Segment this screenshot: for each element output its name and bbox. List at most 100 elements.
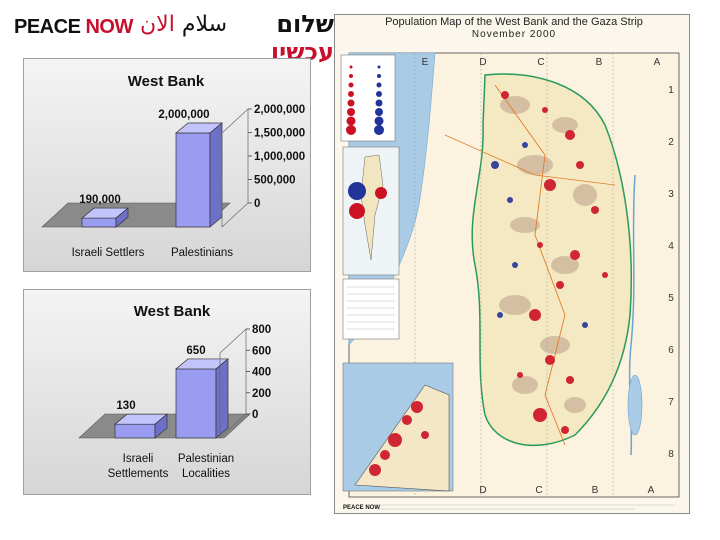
- settlement-dot: [545, 355, 555, 365]
- grid-row-label: 1: [668, 85, 674, 96]
- y-tick-label: 1,500,000: [254, 128, 305, 140]
- grid-row-label: 5: [668, 293, 674, 304]
- settlement-dot: [602, 272, 608, 278]
- data-label: 190,000: [79, 194, 121, 206]
- area-patch: [573, 184, 597, 206]
- grid-col-label-top: D: [479, 57, 486, 68]
- settlement-dot: [529, 309, 541, 321]
- logo-arabic-red: الان: [140, 12, 175, 37]
- gaza-settlement-dot: [380, 450, 390, 460]
- settlement-dot: [542, 107, 548, 113]
- west-bank-outline: [471, 73, 632, 447]
- settlement-dot: [570, 250, 580, 260]
- settlement-dot: [556, 281, 564, 289]
- legend-dot: [377, 65, 381, 69]
- category-label: Localities: [182, 468, 230, 480]
- stats-box: [342, 278, 400, 340]
- settlement-dot: [591, 206, 599, 214]
- area-patch: [512, 376, 538, 394]
- grid-col-label-top: C: [537, 57, 544, 68]
- logo-hebrew-black: שלום: [276, 10, 334, 38]
- settlement-dot: [561, 426, 569, 434]
- palestinian-locality-dot: [497, 312, 503, 318]
- area-patch: [551, 256, 579, 274]
- category-label: Israeli: [123, 453, 154, 465]
- grid-row-label: 3: [668, 189, 674, 200]
- y-tick-label: 200: [252, 388, 271, 400]
- legend-dot: [374, 116, 384, 126]
- legend-dot: [347, 99, 355, 107]
- gaza-strip: [354, 384, 450, 492]
- palestinian-locality-dot: [512, 262, 518, 268]
- settlement-dot: [566, 376, 574, 384]
- area-patch: [517, 155, 553, 175]
- grid-col-label-top: E: [422, 57, 429, 68]
- dead-sea: [627, 374, 643, 436]
- gaza-settlement-dot: [411, 401, 423, 413]
- grid-row-label: 8: [668, 449, 674, 460]
- logo-hebrew: שלום עכשיו: [238, 10, 334, 66]
- road: [444, 134, 616, 186]
- inset-circle: [349, 203, 365, 219]
- settlement-dot: [533, 408, 547, 422]
- legend-dot: [376, 82, 382, 88]
- bar-side: [209, 122, 223, 228]
- grid-row-label: 2: [668, 137, 674, 148]
- gaza-settlement-dot: [421, 431, 429, 439]
- map-subtitle: November 2000: [471, 29, 557, 40]
- gaza-settlement-dot: [402, 415, 412, 425]
- y-tick-label: 800: [252, 324, 271, 336]
- settlement-dot: [501, 91, 509, 99]
- chart-population: West Bank 190,000 2,000,000 0 500,000 1,000,0…: [23, 58, 311, 272]
- settlement-dot: [537, 242, 543, 248]
- bar-side: [154, 413, 168, 439]
- area-patch: [510, 217, 540, 233]
- grid-col-label-top: B: [596, 57, 603, 68]
- map-footer-brand: PEACE NOW: [343, 505, 380, 511]
- y-tick-label: 500,000: [254, 175, 296, 187]
- category-label: Palestinian: [178, 453, 234, 465]
- y-tick-label: 1,000,000: [254, 151, 305, 163]
- category-label: Israeli Settlers: [72, 247, 145, 259]
- peace-now-logo: PEACE NOW سلام الان שלום עכשיו: [12, 10, 334, 66]
- legend-dot: [375, 108, 383, 116]
- palestinian-locality-dot: [491, 161, 499, 169]
- category-label: Settlements: [108, 468, 169, 480]
- grid-row-label: 7: [668, 397, 674, 408]
- road: [494, 84, 566, 446]
- legend-dot: [376, 91, 382, 97]
- grid-row-label: 6: [668, 345, 674, 356]
- bar-front: [114, 423, 156, 439]
- y-tick-label: 400: [252, 367, 271, 379]
- gaza-settlement-dot: [369, 464, 381, 476]
- legend-dot: [375, 99, 383, 107]
- gaza-settlement-dot: [388, 433, 402, 447]
- grid-col-label-bottom: C: [535, 485, 542, 496]
- chart-localities-svg: West Bank 130 650 0 200 400 600 800 Israeli Settl…: [78, 303, 271, 480]
- logo-english: PEACE NOW: [14, 16, 133, 39]
- bar-front: [175, 132, 211, 228]
- bar-front: [81, 217, 117, 228]
- logo-arabic: سلام الان: [140, 12, 227, 37]
- data-label: 2,000,000: [158, 109, 209, 121]
- palestinian-locality-dot: [582, 322, 588, 328]
- chart-axis-wall: [221, 108, 249, 228]
- chart-localities: West Bank 130 650 0 200 400 600 800 Israeli Settl…: [23, 289, 311, 495]
- legend-dot: [349, 65, 353, 69]
- category-label: Palestinians: [171, 247, 233, 259]
- grid-row-label: 4: [668, 241, 674, 252]
- inset-israel: [360, 154, 384, 261]
- map-drawing: E D C B A D C B A 1 2 3 4 5 6 7 8 PEACE NOW: [340, 52, 680, 511]
- bar-side: [115, 207, 129, 228]
- y-tick-label: 0: [252, 409, 258, 421]
- legend-dot: [348, 82, 354, 88]
- area-patch: [540, 336, 570, 354]
- logo-english-prefix: PEACE: [14, 16, 81, 38]
- population-map: E D C B A D C B A 1 2 3 4 5 6 7 8 PEACE NOW Population Ma…: [334, 14, 690, 514]
- settlement-dot: [517, 372, 523, 378]
- legend-dot: [349, 74, 353, 78]
- legend-dot: [347, 108, 355, 116]
- grid-col-label-top: A: [654, 57, 661, 68]
- logo-arabic-black: سلام: [181, 12, 228, 37]
- inset-circle: [375, 187, 387, 199]
